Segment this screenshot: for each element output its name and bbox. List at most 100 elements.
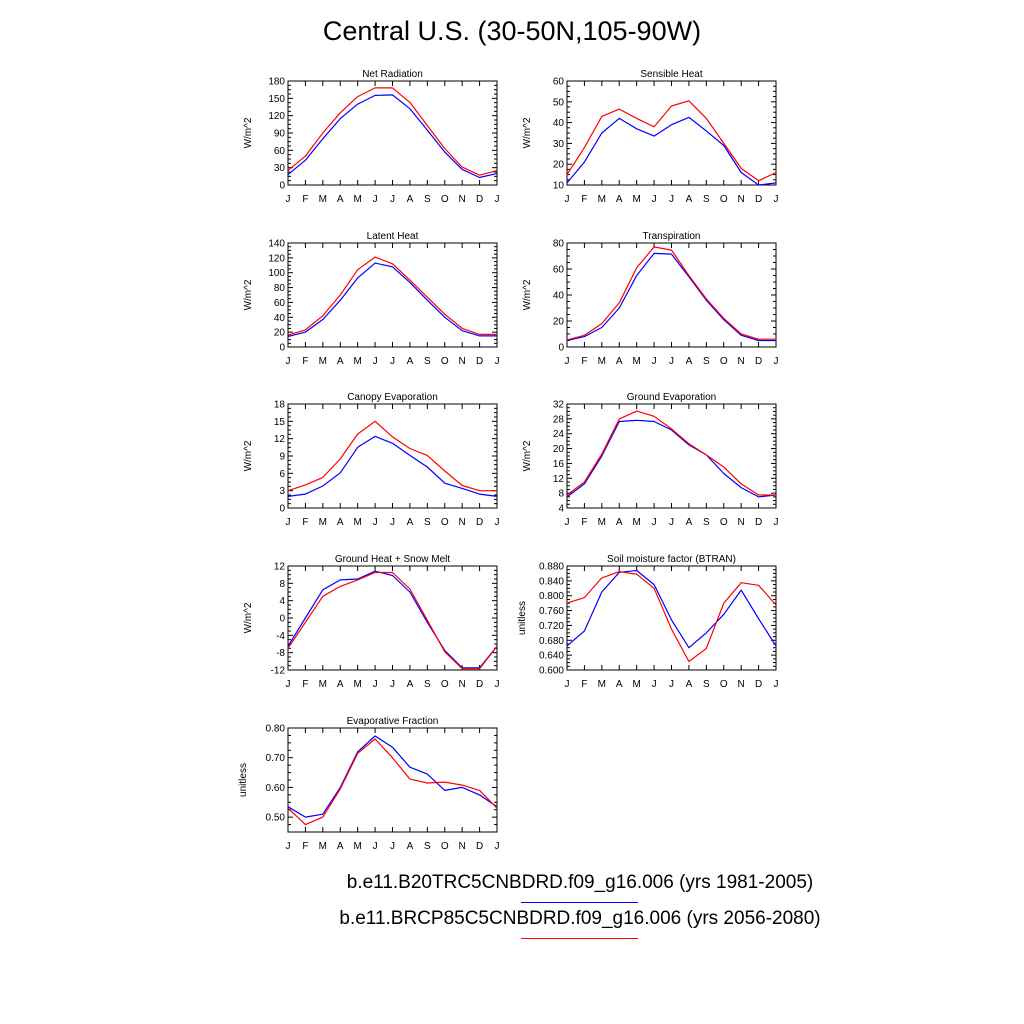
x-tick-label: A [407,841,414,852]
x-tick-label: A [337,356,344,367]
y-tick-label: 40 [274,313,286,324]
x-tick-label: O [441,679,449,690]
x-tick-label: J [774,194,779,205]
x-tick-label: J [652,517,657,528]
y-tick-label: 80 [274,283,286,294]
x-tick-label: M [353,356,361,367]
x-tick-label: N [459,356,466,367]
y-tick-label: 0 [279,504,285,515]
x-tick-label: D [476,841,483,852]
x-tick-label: F [581,356,587,367]
x-tick-label: J [669,517,674,528]
y-tick-label: 0.680 [539,636,564,647]
y-tick-label: 32 [553,400,565,411]
x-tick-label: M [598,356,606,367]
x-tick-label: J [286,841,291,852]
x-tick-label: S [703,194,710,205]
x-tick-label: N [738,356,745,367]
y-tick-label: 0 [279,343,285,354]
series-line-red [287,87,498,176]
x-tick-label: O [441,356,449,367]
x-tick-label: D [476,194,483,205]
x-tick-label: J [652,194,657,205]
y-tick-label: 3 [279,486,285,497]
y-tick-label: 20 [553,317,565,328]
y-tick-label: 0.70 [266,753,286,764]
x-tick-label: S [703,679,710,690]
y-tick-label: 0.600 [539,666,564,677]
x-tick-label: J [373,679,378,690]
x-tick-label: F [581,679,587,690]
x-tick-label: A [407,194,414,205]
y-tick-label: 20 [553,444,565,455]
x-tick-label: J [495,194,500,205]
x-tick-label: J [495,841,500,852]
plot-frame [287,80,498,186]
y-tick-label: 0 [279,614,285,625]
x-tick-label: J [390,356,395,367]
series-line-red [566,100,777,182]
x-tick-label: A [337,841,344,852]
series-line-blue [287,570,498,669]
series-line-red [566,246,776,341]
x-tick-label: J [373,841,378,852]
x-tick-label: M [319,517,327,528]
x-tick-label: M [632,194,640,205]
x-tick-label: D [476,517,483,528]
series-line-blue [287,735,498,818]
x-tick-label: D [755,356,762,367]
x-tick-label: J [390,517,395,528]
y-tick-label: 15 [274,417,286,428]
y-tick-label: 60 [553,265,565,276]
x-tick-label: J [390,841,395,852]
x-tick-label: J [565,517,570,528]
y-tick-label: 0.720 [539,621,564,632]
x-tick-label: A [337,679,344,690]
x-tick-label: A [686,679,693,690]
x-tick-label: M [632,517,640,528]
y-tick-label: 10 [553,181,565,192]
y-tick-label: 30 [553,139,565,150]
x-tick-label: F [581,194,587,205]
legend-label-future: b.e11.BRCP85C5CNBDRD.f09_g16.006 (yrs 20… [339,908,821,929]
x-tick-label: S [424,841,431,852]
series-line-blue [566,419,777,498]
x-tick-label: M [353,679,361,690]
legend-label-historical: b.e11.B20TRC5CNBDRD.f09_g16.006 (yrs 198… [346,872,814,893]
y-tick-label: -12 [271,666,286,677]
series-line-red [287,420,497,492]
y-tick-label: 0.880 [539,562,564,573]
x-tick-label: J [565,679,570,690]
y-axis-label: W/m^2 [243,440,254,471]
series-line-red [566,570,777,663]
x-tick-label: J [286,679,291,690]
y-tick-label: 120 [268,111,285,122]
plot-frame [566,403,777,509]
chart-soil-moisture-factor-btran: Soil moisture factor (BTRAN)J F M A M J J A S O N D… [517,554,779,690]
x-tick-label: F [302,841,308,852]
plot-frame [287,727,498,833]
x-tick-label: J [774,679,779,690]
x-tick-label: J [286,194,291,205]
y-tick-label: 9 [279,452,285,463]
y-tick-label: 12 [274,562,286,573]
y-tick-label: 8 [558,489,564,500]
x-tick-label: D [755,679,762,690]
chart-title: Transpiration [643,231,701,242]
x-tick-label: A [686,517,693,528]
y-axis-label: unitless [517,601,528,635]
x-tick-label: O [441,517,449,528]
x-tick-label: J [495,356,500,367]
y-axis-label: W/m^2 [243,602,254,633]
series-line-red [566,410,776,496]
x-tick-label: A [616,517,623,528]
x-tick-label: N [738,517,745,528]
x-tick-label: O [441,194,449,205]
x-tick-label: F [302,679,308,690]
chart-title: Soil moisture factor (BTRAN) [607,554,736,565]
